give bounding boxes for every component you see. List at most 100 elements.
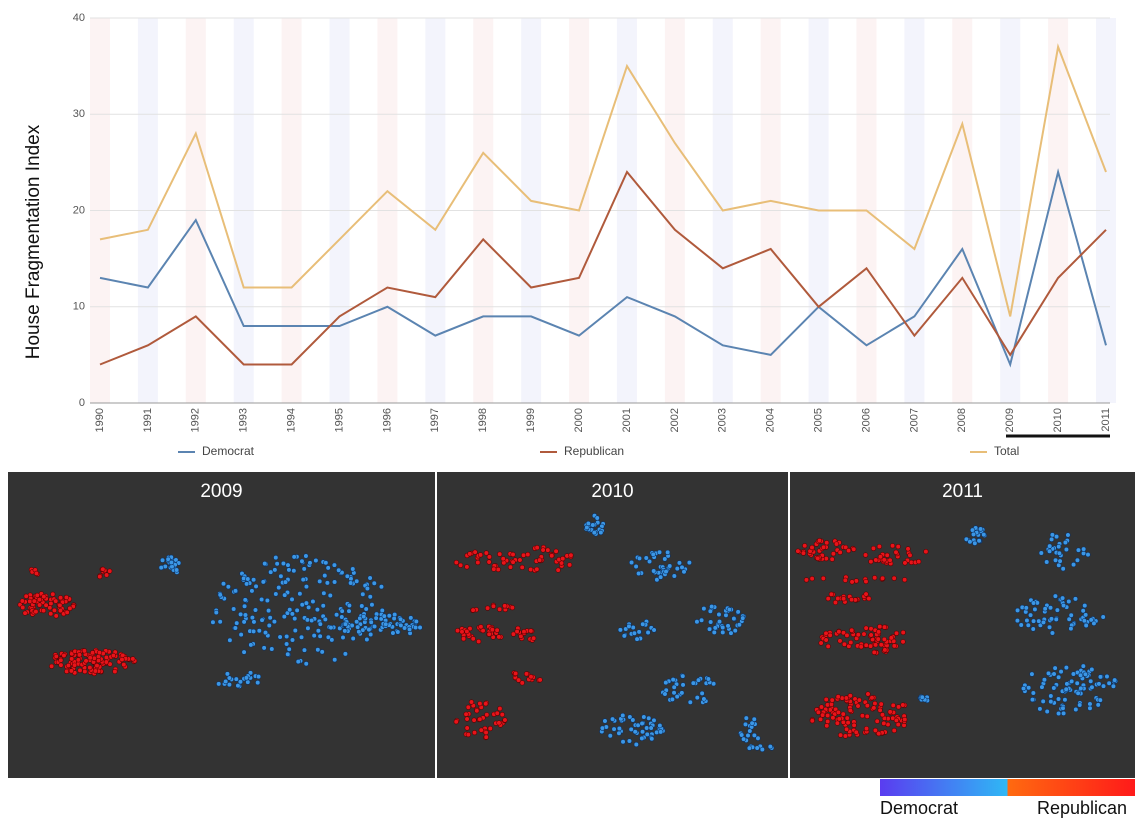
network-node (235, 683, 241, 689)
network-node (262, 629, 269, 636)
network-node (531, 635, 537, 641)
network-node (628, 559, 635, 566)
network-node (210, 619, 216, 625)
network-node (639, 735, 645, 742)
network-node (1029, 697, 1036, 703)
network-node (459, 629, 465, 635)
network-node (842, 733, 849, 739)
network-node (480, 628, 486, 634)
network-node (611, 726, 617, 732)
network-node (658, 729, 664, 735)
network-node (395, 629, 401, 635)
network-node (868, 632, 874, 638)
x-tick-label: 2006 (860, 408, 872, 432)
network-node (1088, 617, 1094, 623)
network-node (494, 627, 500, 633)
network-node (1024, 617, 1030, 624)
network-node (40, 608, 47, 614)
network-node (1095, 702, 1101, 708)
network-node (651, 717, 657, 723)
network-node (57, 608, 64, 614)
network-node (686, 560, 692, 566)
network-node (824, 723, 830, 729)
network-node (706, 626, 713, 632)
network-node (486, 559, 492, 565)
network-node (1052, 665, 1058, 671)
network-panels: 2009 2010 2011 (8, 472, 1135, 778)
network-node (636, 629, 642, 635)
network-node (519, 564, 525, 570)
network-node (881, 557, 887, 563)
x-tick-label: 2011 (1100, 408, 1112, 432)
network-node (694, 619, 700, 625)
network-node (268, 569, 274, 575)
network-node (397, 616, 404, 622)
network-node (346, 608, 352, 614)
network-node (1097, 674, 1104, 680)
network-node (515, 677, 522, 683)
network-node (663, 679, 669, 686)
network-node (364, 636, 370, 643)
network-node (919, 694, 925, 700)
network-node (373, 615, 379, 621)
network-node (305, 625, 311, 631)
network-node (823, 630, 829, 636)
network-node (705, 676, 711, 682)
network-node (19, 598, 25, 604)
network-node (767, 744, 773, 750)
network-node (640, 621, 646, 627)
network-node (843, 544, 849, 551)
network-node (1040, 698, 1046, 704)
network-node (900, 639, 906, 645)
network-node (513, 670, 519, 677)
network-node (1049, 536, 1055, 542)
network-node (280, 560, 287, 567)
network-node (1014, 607, 1021, 613)
network-node (165, 556, 171, 562)
network-node (1096, 681, 1102, 687)
network-node (368, 619, 374, 625)
network-node (483, 550, 489, 556)
network-node (555, 567, 561, 573)
network-node (286, 567, 292, 573)
network-node (282, 579, 289, 585)
network-node (20, 604, 26, 611)
network-node (119, 656, 125, 663)
network-node (671, 684, 677, 690)
network-node (477, 701, 483, 707)
network-node (803, 577, 810, 583)
network-node (1030, 626, 1036, 632)
network-node (519, 680, 525, 686)
network-node (851, 722, 857, 728)
network-node (809, 544, 815, 551)
network-node (231, 606, 237, 612)
network-node (1060, 710, 1067, 716)
network-node (1048, 616, 1055, 622)
network-node (549, 553, 555, 559)
y-axis-label: House Fragmentation Index (23, 124, 44, 359)
network-node (1042, 606, 1048, 612)
network-node (627, 714, 633, 720)
network-node (631, 630, 637, 636)
network-node (266, 622, 272, 629)
network-node (31, 598, 37, 604)
network-node (1047, 543, 1053, 549)
network-node (289, 637, 296, 643)
network-node (103, 659, 109, 665)
network-node (1106, 680, 1112, 686)
network-node (848, 596, 855, 603)
network-node (679, 690, 685, 696)
network-node (863, 642, 869, 648)
x-tick-label: 2010 (1052, 408, 1064, 432)
network-node (23, 593, 29, 599)
network-node (891, 575, 897, 581)
network-node (378, 584, 385, 590)
network-node (584, 524, 590, 531)
network-node (130, 656, 136, 662)
network-node (976, 538, 982, 544)
network-node (33, 608, 39, 615)
network-node (48, 600, 54, 607)
network-node (471, 730, 478, 736)
network-node (383, 621, 389, 627)
network-node (331, 579, 338, 585)
